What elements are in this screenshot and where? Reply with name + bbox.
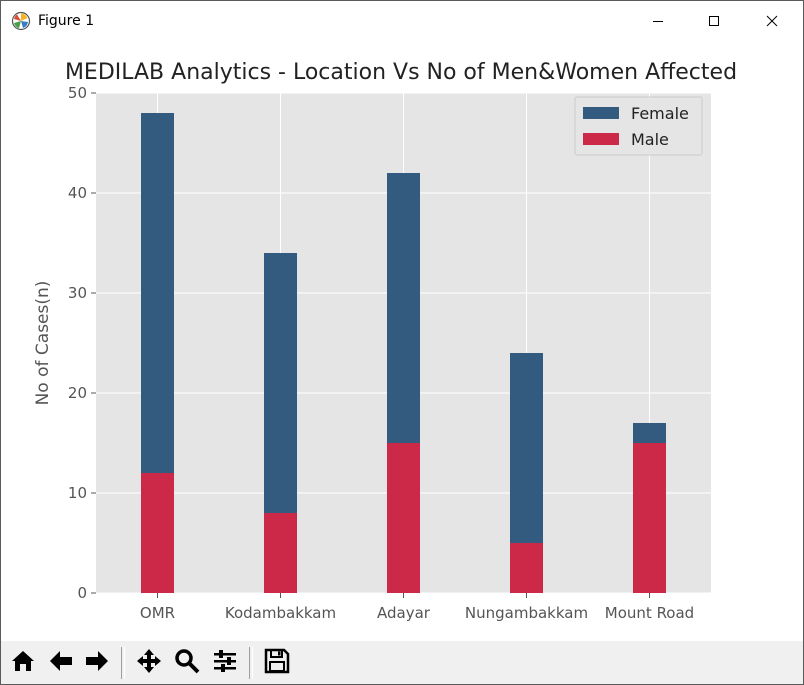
x-tick-label: OMR [140,604,175,622]
x-tick-label: Mount Road [605,604,694,622]
save-button[interactable] [261,647,293,679]
chart: MEDILAB Analytics - Location Vs No of Me… [33,60,737,622]
y-axis-label: No of Cases(n) [33,281,53,406]
maximize-button[interactable] [685,1,743,41]
minimize-button[interactable] [629,1,687,41]
x-tick-label: Nungambakkam [465,604,588,622]
arrow-left-icon [47,647,75,679]
toolbar-separator [121,647,125,679]
bar-male-kodambakkam [264,513,297,593]
window-title: Figure 1 [38,13,95,29]
figure-canvas[interactable]: MEDILAB Analytics - Location Vs No of Me… [1,41,803,641]
arrow-right-icon [83,647,111,679]
bar-female-kodambakkam [264,253,297,513]
y-tick-label: 30 [68,284,87,302]
close-icon [766,15,778,27]
move-icon [135,647,163,679]
y-tick-label: 20 [68,384,87,402]
bar-female-adayar [387,173,420,443]
maximize-icon [708,15,720,27]
forward-button[interactable] [81,647,113,679]
legend-swatch-male [583,133,619,145]
bar-female-nungambakkam [510,353,543,543]
close-button[interactable] [743,1,801,41]
title-bar[interactable]: Figure 1 [1,1,803,41]
y-tick-label: 10 [68,484,87,502]
magnifier-icon [173,647,201,679]
legend: Female Male [574,96,703,156]
bar-female-omr [141,113,174,473]
legend-label-female: Female [631,104,689,123]
pan-button[interactable] [133,647,165,679]
axis-ticks: 0 10 20 30 40 50 OMR Kodambakkam Adayar Nungambak… [68,84,694,622]
bars [141,113,666,593]
bar-male-omr [141,473,174,593]
x-tick-label: Kodambakkam [225,604,336,622]
bar-female-mount-road [633,423,666,443]
y-tick-label: 0 [77,584,87,602]
x-tick-label: Adayar [377,604,431,622]
bar-male-mount-road [633,443,666,593]
zoom-button[interactable] [171,647,203,679]
home-button[interactable] [7,647,39,679]
minimize-icon [652,15,664,27]
chart-title: MEDILAB Analytics - Location Vs No of Me… [65,60,737,85]
sliders-icon [211,647,239,679]
bar-male-nungambakkam [510,543,543,593]
legend-label-male: Male [631,130,669,149]
y-tick-label: 40 [68,184,87,202]
configure-subplots-button[interactable] [209,647,241,679]
back-button[interactable] [45,647,77,679]
home-icon [9,647,37,679]
navigation-toolbar [1,641,803,684]
matplotlib-figure-icon [11,11,31,31]
y-tick-label: 50 [68,84,87,102]
bar-male-adayar [387,443,420,593]
toolbar-separator [249,647,253,679]
legend-swatch-female [583,107,619,119]
floppy-disk-icon [263,647,291,679]
